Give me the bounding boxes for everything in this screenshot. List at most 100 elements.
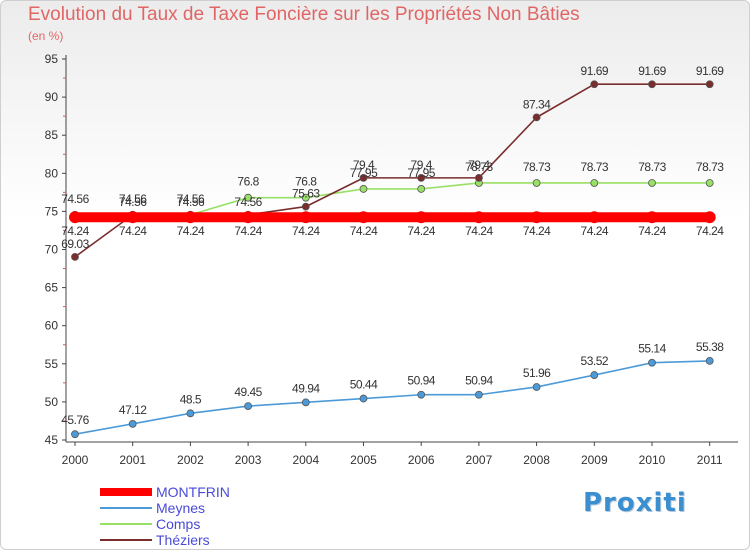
legend-label: Comps <box>156 516 201 532</box>
data-point <box>705 80 714 89</box>
data-point <box>530 211 543 224</box>
data-label: 50.44 <box>350 378 378 392</box>
y-tick-label: 90 <box>45 90 59 104</box>
data-label: 74.24 <box>696 224 724 238</box>
data-point <box>301 193 310 202</box>
data-point <box>184 211 197 224</box>
data-label: 74.56 <box>234 195 262 209</box>
data-point <box>646 211 658 224</box>
data-label: 74.24 <box>292 224 320 238</box>
data-label: 78.73 <box>581 160 609 174</box>
legend-swatch <box>100 523 152 525</box>
data-label: 55.14 <box>638 342 666 356</box>
data-point <box>648 358 656 367</box>
data-label: 74.56 <box>61 192 89 206</box>
data-point <box>359 173 368 182</box>
x-tick-label: 2002 <box>177 453 204 467</box>
data-label: 78.73 <box>696 160 724 174</box>
series-line-théziers <box>74 83 710 258</box>
data-label: 87.34 <box>523 97 551 111</box>
data-label: 91.69 <box>581 64 609 78</box>
x-tick-label: 2005 <box>350 453 377 467</box>
data-label: 69.03 <box>61 237 89 251</box>
data-label: 74.24 <box>523 224 551 238</box>
data-label: 47.12 <box>119 403 147 417</box>
data-label: 74.24 <box>581 224 609 238</box>
data-label: 79.4 <box>353 158 375 172</box>
legend-swatch <box>100 488 152 496</box>
y-tick-label: 75 <box>45 204 59 218</box>
series-line-meynes <box>74 360 710 435</box>
data-label: 50.94 <box>407 374 435 388</box>
data-label: 48.5 <box>180 392 202 406</box>
data-label: 74.24 <box>638 224 666 238</box>
x-tick-label: 2003 <box>235 453 262 467</box>
data-label: 51.96 <box>523 366 551 380</box>
data-label: 49.94 <box>292 381 320 395</box>
data-point <box>244 193 253 202</box>
legend-item-théziers: Théziers <box>100 532 230 548</box>
data-point <box>532 113 541 122</box>
data-point <box>301 202 310 211</box>
data-point <box>648 80 656 89</box>
data-point <box>301 398 310 407</box>
data-label: 75.63 <box>292 187 320 201</box>
x-tick-label: 2008 <box>523 453 550 467</box>
data-label: 50.94 <box>465 374 493 388</box>
data-point <box>186 409 195 418</box>
y-tick-label: 95 <box>45 52 59 66</box>
y-tick-label: 85 <box>45 128 59 142</box>
data-point <box>415 211 428 224</box>
data-point <box>359 185 368 193</box>
data-point <box>71 252 79 261</box>
data-label: 74.56 <box>119 192 147 206</box>
x-tick-label: 2011 <box>697 453 723 467</box>
data-point <box>648 179 656 187</box>
y-tick-label: 55 <box>45 357 59 371</box>
data-point <box>417 173 426 182</box>
x-tick-label: 2009 <box>581 453 608 467</box>
y-tick-label: 70 <box>45 243 59 257</box>
data-label: 77.95 <box>407 166 435 180</box>
data-label: 74.24 <box>119 224 147 238</box>
legend-item-meynes: Meynes <box>100 500 230 516</box>
legend-swatch <box>100 507 152 509</box>
data-label: 78.73 <box>523 160 551 174</box>
data-point <box>126 211 139 224</box>
data-point <box>242 211 255 224</box>
data-point <box>705 179 714 187</box>
legend-item-montfrin: MONTFRIN <box>100 484 230 500</box>
legend-swatch <box>100 539 152 541</box>
legend-item-comps: Comps <box>100 516 230 532</box>
data-label: 74.24 <box>407 224 435 238</box>
chart-subtitle: (en %) <box>28 29 64 43</box>
data-label: 79.4 <box>411 158 433 172</box>
legend-label: Meynes <box>156 500 206 516</box>
data-point <box>472 211 485 224</box>
proxiti-logo: Proxiti <box>583 488 687 518</box>
data-point <box>590 371 599 379</box>
data-label: 78.73 <box>465 160 493 174</box>
data-point <box>705 357 714 365</box>
data-point <box>71 430 79 439</box>
data-point <box>128 419 137 428</box>
chart-legend: MONTFRIN Meynes Comps Théziers <box>100 484 230 548</box>
y-tick-label: 60 <box>45 319 59 333</box>
x-tick-label: 2004 <box>292 453 319 467</box>
data-point <box>299 211 312 224</box>
data-label: 91.69 <box>638 64 666 78</box>
data-point <box>590 179 599 187</box>
data-label: 76.8 <box>295 175 317 189</box>
x-tick-label: 2007 <box>466 453 493 467</box>
x-tick-label: 2006 <box>408 453 435 467</box>
x-tick-label: 2001 <box>119 453 146 467</box>
data-label: 91.69 <box>696 64 724 78</box>
data-label: 74.24 <box>61 224 89 238</box>
data-point <box>357 211 370 224</box>
data-label: 45.76 <box>61 413 89 427</box>
data-point <box>474 390 483 399</box>
y-tick-label: 65 <box>45 281 59 295</box>
data-label: 78.73 <box>638 160 666 174</box>
